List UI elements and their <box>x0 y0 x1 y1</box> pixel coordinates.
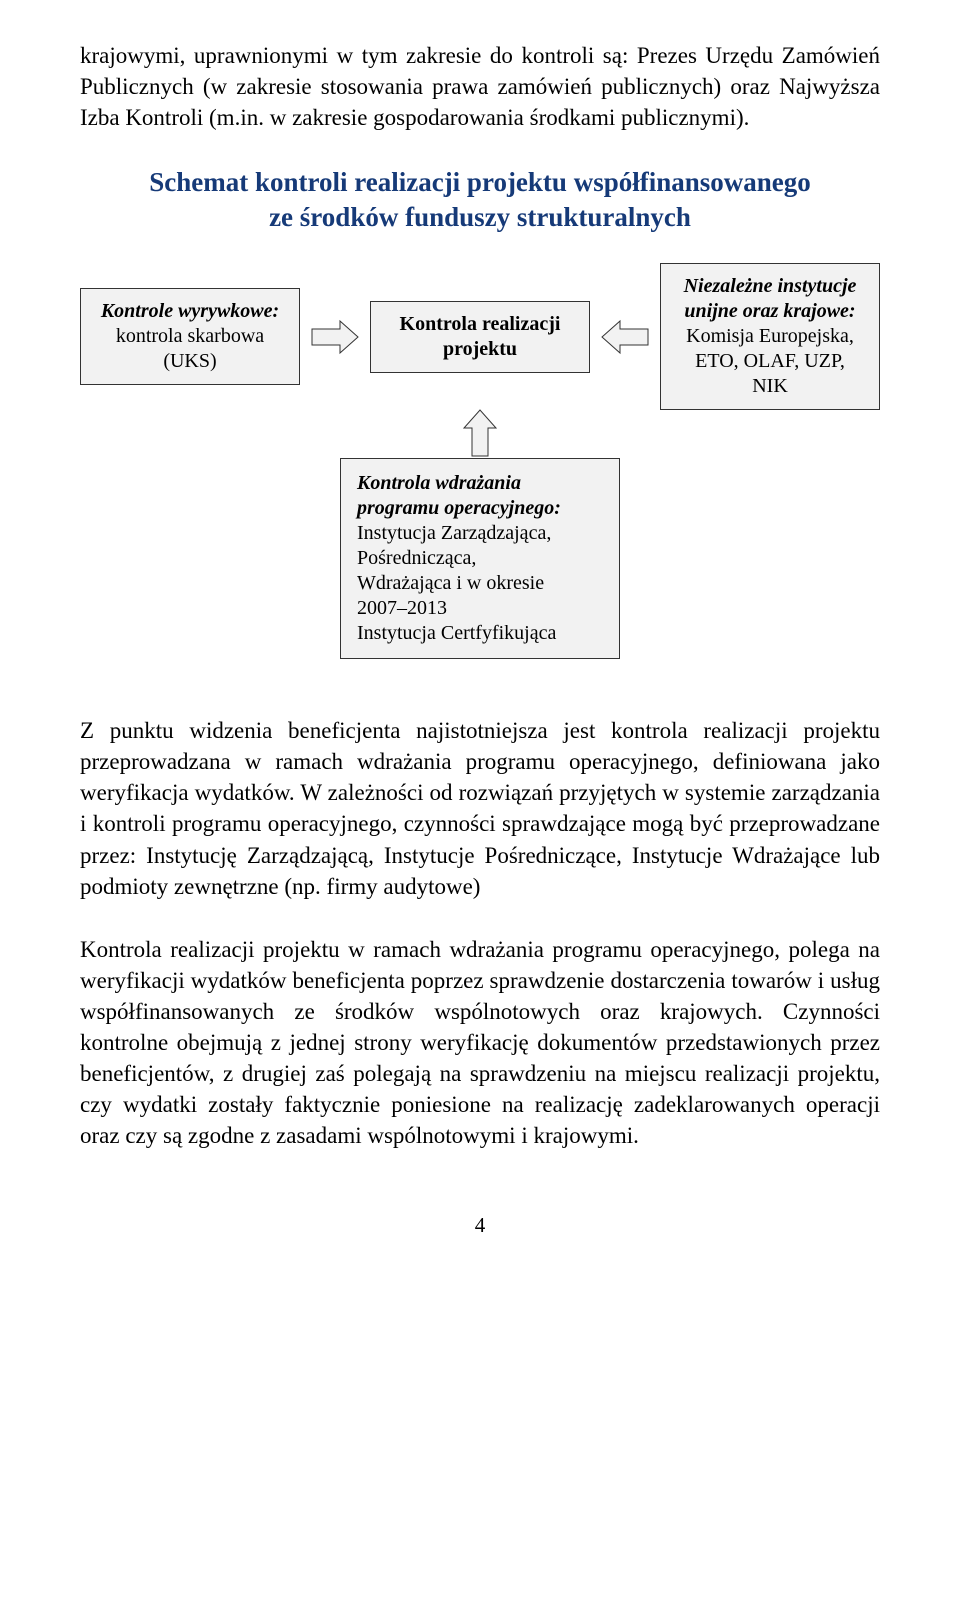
box-bottom-line7: Instytucja Certfyfikująca <box>357 622 556 644</box>
diagram-row-bottom: Kontrola wdrażania programu operacyjnego… <box>80 458 880 659</box>
body-paragraph-2: Kontrola realizacji projektu w ramach wd… <box>80 934 880 1151</box>
box-bottom-line6: 2007–2013 <box>357 597 447 619</box>
box-left-line2: kontrola skarbowa <box>116 325 264 347</box>
box-left-line3: (UKS) <box>163 350 216 372</box>
body-paragraph-1: Z punktu widzenia beneficjenta najistotn… <box>80 715 880 901</box>
box-center-line1: Kontrola realizacji <box>400 313 561 335</box>
box-right-line1: Niezależne instytucje <box>684 275 857 297</box>
box-left-line1: Kontrole wyrywkowe: <box>101 300 279 322</box>
box-bottom-line4: Pośrednicząca, <box>357 547 476 569</box>
intro-paragraph: krajowymi, uprawnionymi w tym zakresie d… <box>80 40 880 133</box>
box-bottom-line3: Instytucja Zarządzająca, <box>357 522 551 544</box>
document-page: krajowymi, uprawnionymi w tym zakresie d… <box>0 0 960 1278</box>
control-scheme-diagram: Schemat kontroli realizacji projektu wsp… <box>80 165 880 659</box>
arrow-up-icon <box>462 408 498 458</box>
page-number: 4 <box>80 1213 880 1238</box>
box-right-line4: ETO, OLAF, UZP, <box>695 350 845 372</box>
box-independent-institutions: Niezależne instytucje unijne oraz krajow… <box>660 263 880 410</box>
box-bottom-line2: programu operacyjnego: <box>357 497 561 519</box>
box-right-line5: NIK <box>752 375 788 397</box>
diagram-title-line1: Schemat kontroli realizacji projektu wsp… <box>149 167 811 197</box>
diagram-row-top: Kontrole wyrywkowe: kontrola skarbowa (U… <box>80 263 880 410</box>
box-random-controls: Kontrole wyrywkowe: kontrola skarbowa (U… <box>80 288 300 385</box>
box-project-control: Kontrola realizacji projektu <box>370 301 590 373</box>
diagram-title: Schemat kontroli realizacji projektu wsp… <box>80 165 880 235</box>
box-right-line3: Komisja Europejska, <box>686 325 854 347</box>
box-bottom-line1: Kontrola wdrażania <box>357 472 521 494</box>
arrow-right-icon <box>310 319 360 355</box>
diagram-arrow-up-wrap <box>80 408 880 458</box>
diagram-title-line2: ze środków funduszy strukturalnych <box>269 202 691 232</box>
box-center-line2: projektu <box>443 338 517 360</box>
box-program-implementation-control: Kontrola wdrażania programu operacyjnego… <box>340 458 620 659</box>
box-right-line2: unijne oraz krajowe: <box>684 300 855 322</box>
arrow-left-icon <box>600 319 650 355</box>
box-bottom-line5: Wdrażająca i w okresie <box>357 572 544 594</box>
